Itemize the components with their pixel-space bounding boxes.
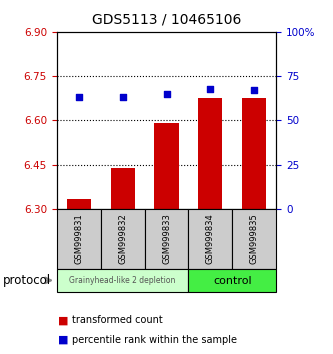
Text: GSM999832: GSM999832 [118,213,127,264]
Bar [57,269,188,292]
Text: GSM999831: GSM999831 [74,213,83,264]
Point [120,95,125,100]
Bar [111,167,135,209]
Bar [198,98,222,209]
Bar [101,209,145,269]
Text: control: control [213,275,252,286]
Text: GSM999835: GSM999835 [250,213,259,264]
Text: GSM999834: GSM999834 [206,213,215,264]
Bar [188,209,232,269]
Text: ■: ■ [58,335,69,345]
Point [76,95,81,100]
Text: ■: ■ [58,315,69,325]
Point [252,87,257,93]
Bar [67,199,91,209]
Point [164,91,169,97]
Text: Grainyhead-like 2 depletion: Grainyhead-like 2 depletion [69,276,176,285]
Point [208,86,213,91]
Text: transformed count: transformed count [72,315,163,325]
Bar [242,98,266,209]
Text: percentile rank within the sample: percentile rank within the sample [72,335,236,345]
Bar [232,209,276,269]
Bar [57,209,101,269]
Bar [155,123,178,209]
Text: GDS5113 / 10465106: GDS5113 / 10465106 [92,12,241,27]
Bar [145,209,188,269]
Text: GSM999833: GSM999833 [162,213,171,264]
Bar [188,269,276,292]
Text: protocol: protocol [3,274,52,287]
